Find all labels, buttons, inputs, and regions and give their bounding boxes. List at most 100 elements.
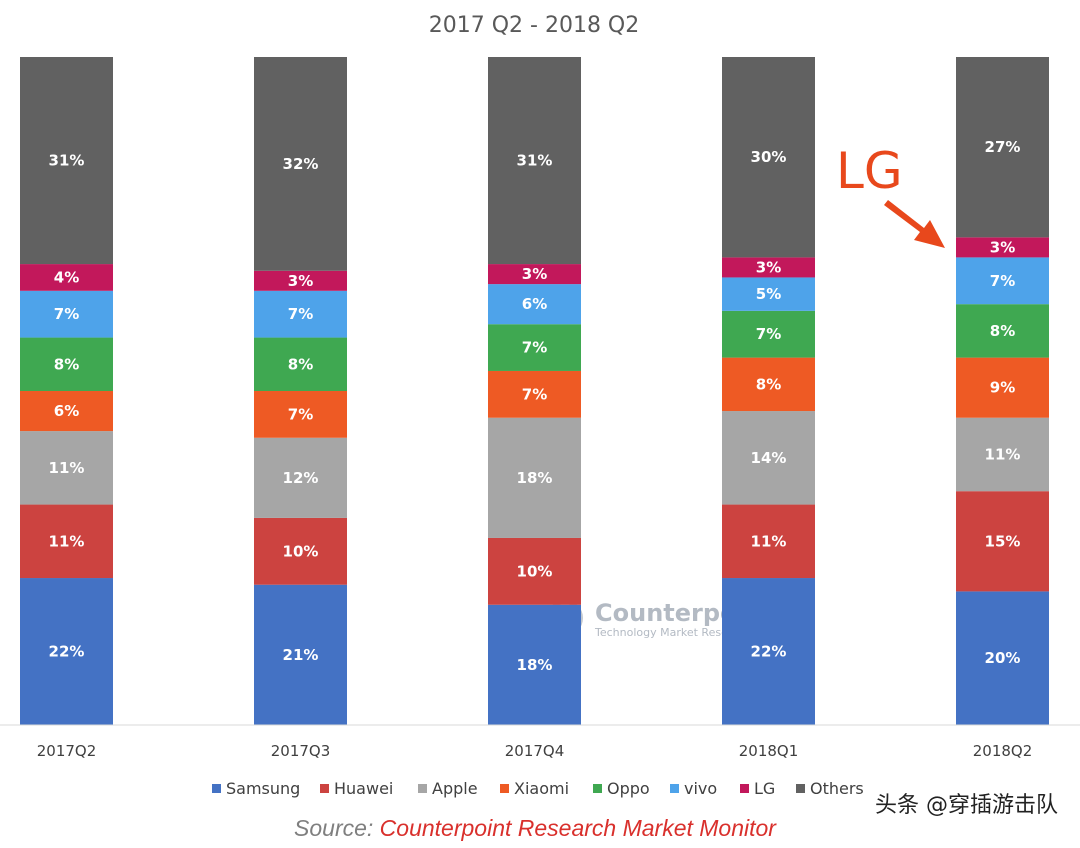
legend-swatch-apple [418,784,427,793]
bar-segment-vivo-2018q2 [956,257,1049,305]
bar-segment-vivo-2017q2 [20,290,113,338]
bar-segment-others-2018q2 [956,57,1049,238]
bar-segment-apple-2018q1 [722,411,815,505]
legend-label-others: Others [810,779,864,798]
data-label-vivo-2017q2: 7% [54,305,79,323]
data-label-huawei-2018q2: 15% [985,532,1021,550]
x-axis-ticks: 2017Q2 2017Q3 2017Q4 2018Q1 2018Q2 [37,742,1033,760]
bar-segment-vivo-2018q1 [722,277,815,311]
legend-label-lg: LG [754,779,775,798]
bar-segment-samsung-2017q2 [20,578,113,725]
data-label-vivo-2017q4: 6% [522,295,547,313]
bar-segment-others-2017q4 [488,57,581,265]
data-label-xiaomi-2017q3: 7% [288,405,313,423]
legend-swatch-oppo [593,784,602,793]
bar-segment-vivo-2017q4 [488,284,581,325]
data-label-huawei-2017q4: 10% [517,562,553,580]
legend-swatch-lg [740,784,749,793]
data-label-samsung-2017q4: 18% [517,656,553,674]
bar-segment-huawei-2017q2 [20,504,113,579]
bar-segment-xiaomi-2017q3 [254,391,347,438]
legend-label-xiaomi: Xiaomi [514,779,569,798]
source-text: Counterpoint Research Market Monitor [380,815,778,841]
data-label-others-2018q2: 27% [985,138,1021,156]
data-label-vivo-2018q2: 7% [990,272,1015,290]
data-label-lg-2018q2: 3% [990,238,1015,256]
bar-segment-apple-2017q3 [254,437,347,518]
bar-segment-lg-2018q1 [722,257,815,278]
legend-label-huawei: Huawei [334,779,393,798]
legend-label-vivo: vivo [684,779,717,798]
bar-segment-oppo-2018q2 [956,304,1049,358]
data-label-xiaomi-2017q4: 7% [522,385,547,403]
bar-segment-oppo-2017q2 [20,337,113,391]
data-label-samsung-2017q2: 22% [49,643,85,661]
bar-segment-huawei-2017q4 [488,537,581,605]
x-tick-label: 2017Q2 [37,742,97,760]
source-prefix: Source: [294,815,380,841]
bar-segment-vivo-2017q3 [254,290,347,338]
x-tick-label: 2018Q2 [973,742,1033,760]
bar-segment-others-2017q2 [20,57,113,265]
legend-swatch-samsung [212,784,221,793]
bar-segment-lg-2017q3 [254,270,347,291]
chart-title: 2017 Q2 - 2018 Q2 [429,13,640,38]
social-watermark: 头条 @穿插游击队 [875,793,1058,818]
legend-label-apple: Apple [432,779,478,798]
legend-swatch-xiaomi [500,784,509,793]
data-label-xiaomi-2018q1: 8% [756,375,781,393]
x-tick-label: 2018Q1 [739,742,799,760]
bar-segment-others-2018q1 [722,57,815,258]
bar-segment-xiaomi-2017q4 [488,370,581,418]
x-tick-label: 2017Q3 [271,742,331,760]
bar-segment-huawei-2018q1 [722,504,815,579]
legend-label-oppo: Oppo [607,779,650,798]
bar-segment-samsung-2018q2 [956,591,1049,725]
data-label-samsung-2017q3: 21% [283,646,319,664]
bar-segment-apple-2017q4 [488,417,581,538]
data-label-oppo-2018q1: 7% [756,325,781,343]
legend-swatch-vivo [670,784,679,793]
legend-label-samsung: Samsung [226,779,300,798]
annotation-arrow-icon [884,200,945,248]
bar-segment-samsung-2017q4 [488,604,581,725]
bar-segment-xiaomi-2018q1 [722,357,815,412]
annotation-label: LG [836,142,903,200]
bar-segment-lg-2018q2 [956,237,1049,258]
bar-segment-lg-2017q4 [488,264,581,285]
x-tick-label: 2017Q4 [505,742,565,760]
data-label-vivo-2017q3: 7% [288,305,313,323]
data-label-apple-2017q2: 11% [49,459,85,477]
legend-swatch-others [796,784,805,793]
data-label-vivo-2018q1: 5% [756,285,781,303]
bar-segment-xiaomi-2017q2 [20,391,113,432]
data-label-apple-2018q1: 14% [751,449,787,467]
data-label-others-2018q1: 30% [751,148,787,166]
data-label-huawei-2018q1: 11% [751,532,787,550]
bar-segment-samsung-2018q1 [722,578,815,725]
bar-segment-huawei-2018q2 [956,491,1049,592]
lg-annotation: LG [836,142,945,248]
data-label-others-2017q2: 31% [49,152,85,170]
data-label-huawei-2017q2: 11% [49,532,85,550]
data-label-lg-2017q3: 3% [288,272,313,290]
bar-segment-others-2017q3 [254,57,347,271]
data-label-others-2017q4: 31% [517,152,553,170]
bar-segment-oppo-2017q4 [488,324,581,371]
bar-segment-apple-2017q2 [20,431,113,505]
data-label-lg-2017q2: 4% [54,268,79,286]
data-label-samsung-2018q1: 22% [751,643,787,661]
data-label-oppo-2017q3: 8% [288,355,313,373]
bar-segment-oppo-2018q1 [722,310,815,358]
data-label-xiaomi-2018q2: 9% [990,379,1015,397]
watermark-sub: Technology Market Research [594,626,752,639]
bar-segment-oppo-2017q3 [254,337,347,391]
data-label-apple-2018q2: 11% [985,445,1021,463]
data-label-huawei-2017q3: 10% [283,542,319,560]
bar-segment-huawei-2017q3 [254,517,347,585]
bar-segment-apple-2018q2 [956,417,1049,492]
data-label-lg-2017q4: 3% [522,265,547,283]
data-label-xiaomi-2017q2: 6% [54,402,79,420]
data-label-apple-2017q4: 18% [517,469,553,487]
